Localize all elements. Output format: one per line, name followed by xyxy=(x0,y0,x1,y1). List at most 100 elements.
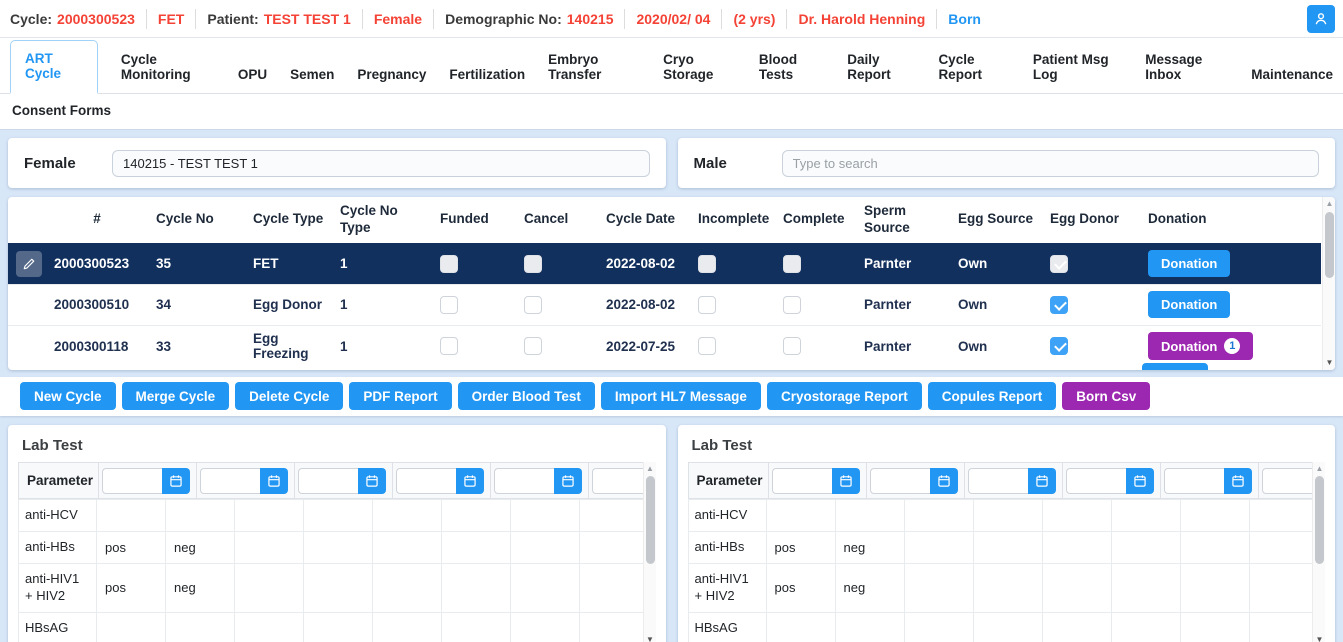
male-label: Male xyxy=(693,154,727,172)
calendar-button[interactable] xyxy=(1223,467,1252,494)
tab-art-cycle[interactable]: ART Cycle xyxy=(10,40,98,94)
lab-test-table: anti-HCV anti-HBs pos neg anti-HIV1 + HIV2… xyxy=(18,499,643,642)
funded-checkbox[interactable] xyxy=(440,254,458,273)
calendar-button[interactable] xyxy=(929,467,958,494)
edit-cycle-button[interactable] xyxy=(16,250,42,277)
patient-label: Patient: xyxy=(207,10,259,27)
calendar-button[interactable] xyxy=(1125,467,1154,494)
born-csv-button[interactable]: Born Csv xyxy=(1062,382,1151,410)
calendar-button[interactable] xyxy=(1027,467,1056,494)
order-blood-test-button[interactable]: Order Blood Test xyxy=(457,382,595,410)
donation-button[interactable]: Donation 1 xyxy=(1148,332,1254,360)
tab-cycle-monitoring[interactable]: Cycle Monitoring xyxy=(120,52,191,82)
funded-checkbox[interactable] xyxy=(440,337,458,355)
lab-date-input[interactable] xyxy=(396,467,456,494)
tab-maintenance[interactable]: Maintenance xyxy=(1251,67,1333,82)
complete-checkbox[interactable] xyxy=(783,254,801,273)
lab-date-input[interactable] xyxy=(869,467,930,494)
tab-patient-msg-log[interactable]: Patient Msg Log xyxy=(1032,52,1109,82)
lab-date-input[interactable] xyxy=(592,467,643,494)
lab-test-header: Parameter xyxy=(687,462,1312,499)
cancel-checkbox[interactable] xyxy=(524,295,542,314)
lab-date-input[interactable] xyxy=(967,467,1028,494)
complete-checkbox[interactable] xyxy=(783,295,801,314)
calendar-icon xyxy=(170,474,182,487)
delete-cycle-button[interactable]: Delete Cycle xyxy=(235,382,344,410)
cycle-id: 2000300118 xyxy=(46,324,148,367)
tab-semen[interactable]: Semen xyxy=(290,67,335,82)
new-cycle-button[interactable]: New Cycle xyxy=(20,382,116,410)
lab-date-input[interactable] xyxy=(1065,467,1126,494)
cycle-row[interactable]: 2000300118 33 Egg Freezing 1 2022-07-25 … xyxy=(8,324,1321,367)
copules-report-button[interactable]: Copules Report xyxy=(927,382,1057,410)
scroll-up-arrow-icon[interactable]: ▲ xyxy=(1325,199,1334,208)
calendar-button[interactable] xyxy=(456,467,484,494)
calendar-button[interactable] xyxy=(162,467,190,494)
sperm-source: Parnter xyxy=(856,242,950,285)
import-hl7-message-button[interactable]: Import HL7 Message xyxy=(600,382,761,410)
egg-donor-checkbox[interactable] xyxy=(1050,254,1068,273)
merge-cycle-button[interactable]: Merge Cycle xyxy=(121,382,230,410)
lab-date-input[interactable] xyxy=(494,467,554,494)
scrollbar-thumb[interactable] xyxy=(1325,212,1334,278)
funded-checkbox[interactable] xyxy=(440,295,458,314)
col-hash: # xyxy=(93,211,101,227)
tab-opu[interactable]: OPU xyxy=(237,67,268,82)
egg-donor-checkbox[interactable] xyxy=(1050,295,1068,314)
born-link[interactable]: Born xyxy=(948,10,981,27)
lab-date-input[interactable] xyxy=(200,467,260,494)
female-panel: Female xyxy=(8,138,666,188)
tab-message-inbox[interactable]: Message Inbox xyxy=(1145,52,1203,82)
lab-date-input[interactable] xyxy=(102,467,162,494)
scroll-up-arrow-icon[interactable]: ▲ xyxy=(646,464,654,473)
calendar-button[interactable] xyxy=(260,467,288,494)
incomplete-checkbox[interactable] xyxy=(698,337,716,355)
cycle-table-scrollbar[interactable]: ▲ ▼ xyxy=(1322,197,1335,370)
calendar-button[interactable] xyxy=(358,467,386,494)
complete-checkbox[interactable] xyxy=(783,337,801,355)
tab-consent-forms[interactable]: Consent Forms xyxy=(12,103,112,118)
calendar-button[interactable] xyxy=(554,467,582,494)
cycle-row[interactable]: 2000300510 34 Egg Donor 1 2022-08-02 Par… xyxy=(8,283,1321,326)
lab-date-input[interactable] xyxy=(1261,467,1312,494)
scrollbar-thumb[interactable] xyxy=(645,476,655,564)
col-cycle-no: Cycle No xyxy=(156,211,214,227)
tab-fertilization[interactable]: Fertilization xyxy=(449,67,526,82)
tab-blood-tests[interactable]: Blood Tests xyxy=(758,52,798,82)
cryostorage-report-button[interactable]: Cryostorage Report xyxy=(766,382,922,410)
egg-donor-checkbox[interactable] xyxy=(1050,337,1068,355)
lab-vertical-scrollbar[interactable]: ▲ ▼ xyxy=(642,462,656,642)
cycle-id: 2000300523 xyxy=(46,242,148,285)
donation-button[interactable]: Donation xyxy=(1148,250,1231,278)
female-search-input[interactable] xyxy=(112,149,650,177)
scrollbar-thumb[interactable] xyxy=(1315,476,1324,564)
donation-button[interactable]: Donation xyxy=(1148,291,1231,319)
pdf-report-button[interactable]: PDF Report xyxy=(349,382,452,410)
cancel-checkbox[interactable] xyxy=(524,254,542,273)
cycle-row-selected[interactable]: 2000300523 35 FET 1 2022-08-02 Parnter O… xyxy=(8,242,1321,285)
lab-date-input[interactable] xyxy=(298,467,358,494)
lab-test-title: Lab Test xyxy=(691,437,753,454)
tab-cryo-storage[interactable]: Cryo Storage xyxy=(663,52,714,82)
scroll-down-arrow-icon[interactable]: ▼ xyxy=(1325,358,1334,367)
scroll-down-arrow-icon[interactable]: ▼ xyxy=(1315,635,1324,642)
incomplete-checkbox[interactable] xyxy=(698,295,716,314)
tab-embryo-transfer[interactable]: Embryo Transfer xyxy=(548,52,602,82)
lab-vertical-scrollbar[interactable]: ▲ ▼ xyxy=(1312,462,1325,642)
cycle-date: 2022-08-02 xyxy=(598,283,690,326)
lab-date-input[interactable] xyxy=(1163,467,1224,494)
tab-daily-report[interactable]: Daily Report xyxy=(847,52,891,82)
lab-row: anti-HCV xyxy=(687,499,1312,532)
cancel-checkbox[interactable] xyxy=(524,337,542,355)
sperm-source: Parnter xyxy=(856,283,950,326)
lab-date-input[interactable] xyxy=(771,467,832,494)
tab-pregnancy[interactable]: Pregnancy xyxy=(357,67,427,82)
divider xyxy=(145,8,147,29)
male-search-input[interactable] xyxy=(781,149,1319,177)
user-button[interactable] xyxy=(1307,4,1335,33)
tab-cycle-report[interactable]: Cycle Report xyxy=(938,52,982,82)
scroll-up-arrow-icon[interactable]: ▲ xyxy=(1315,464,1324,473)
incomplete-checkbox[interactable] xyxy=(698,254,716,273)
calendar-button[interactable] xyxy=(831,467,860,494)
scroll-down-arrow-icon[interactable]: ▼ xyxy=(646,635,654,642)
